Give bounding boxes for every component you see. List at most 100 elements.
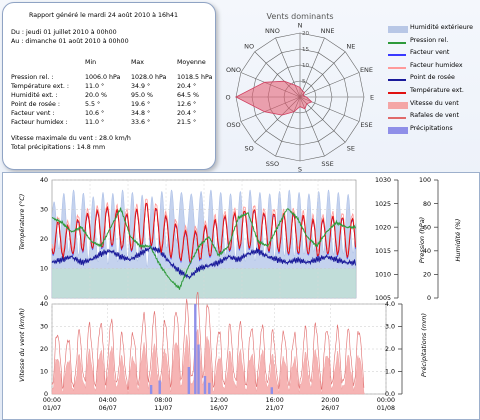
legend-swatch — [388, 66, 406, 69]
legend-swatch — [388, 126, 408, 134]
row-label: Pression rel. : — [11, 74, 54, 81]
row-min: 1006.0 hPa — [85, 74, 121, 81]
pressure-tick-label: 1030 — [375, 177, 391, 184]
x-tick-date: 16/07 — [210, 405, 228, 412]
humidity-tick-label: 60 — [423, 224, 431, 231]
legend-label: Point de rosée — [410, 74, 455, 82]
wind-tick-label: 10 — [40, 369, 48, 376]
temp-tick-label: 0 — [44, 295, 48, 302]
precip-tick-label: 4.0 — [385, 301, 395, 308]
row-max: 34.8 ° — [131, 110, 151, 117]
x-tick-time: 20:00 — [321, 397, 339, 404]
row-avg: 64.5 % — [177, 92, 200, 99]
x-tick-date: 21/07 — [266, 405, 284, 412]
wind-rose: Vents dominants 5 10 15 20 N NNE NE ENE E ESE SE S… — [225, 12, 374, 172]
report-box: Rapport généré le mardi 24 août 2010 à 1… — [2, 2, 216, 170]
temp-tick-label: 20 — [40, 236, 48, 243]
rose-direction-label: OSO — [226, 121, 240, 129]
dew-point-line — [51, 246, 356, 280]
humidity-tick-label: 0 — [427, 295, 431, 302]
row-min: 20.0 % — [85, 92, 108, 99]
rose-direction-label: NNO — [265, 27, 280, 35]
row-min: 10.6 ° — [85, 110, 105, 117]
wind-tick-label: 0 — [44, 391, 48, 398]
rose-direction-label: E — [370, 94, 374, 102]
header-max: Max — [131, 59, 145, 66]
row-max: 33.6 ° — [131, 119, 151, 126]
legend-item: Rafales de vent — [388, 112, 478, 122]
precipitation-bar — [203, 376, 207, 394]
legend-label: Température ext. — [410, 86, 464, 94]
legend-label: Humidité extérieure — [410, 24, 474, 31]
x-tick-date: 11/07 — [154, 405, 172, 412]
precip-tick-label: 3.0 — [385, 324, 395, 331]
humidity-tick-label: 20 — [423, 272, 431, 279]
legend: Humidité extérieure Pression rel. Facteu… — [388, 24, 478, 137]
rose-direction-label: SE — [347, 144, 355, 152]
humidity-tick-label: 80 — [423, 201, 431, 208]
rose-direction-label: SSE — [321, 160, 333, 168]
legend-item: Facteur vent — [388, 49, 478, 59]
precipitation-bar — [208, 382, 211, 394]
legend-swatch — [388, 26, 408, 33]
temp-tick-label: 30 — [40, 207, 48, 214]
rose-tick-label: 5 — [302, 79, 306, 85]
legend-item: Humidité extérieure — [388, 24, 478, 34]
humidity-axis-label: Humidité (%) — [454, 219, 462, 262]
row-max: 19.6 ° — [131, 101, 151, 108]
rose-direction-label: ONO — [226, 66, 241, 74]
legend-label: Pression rel. — [410, 36, 449, 44]
legend-label: Vitesse du vent — [410, 99, 459, 107]
precip-tick-label: 1.0 — [385, 369, 395, 376]
legend-label: Facteur vent — [410, 49, 450, 57]
rose-direction-label: N — [298, 22, 303, 30]
x-tick-time: 04:00 — [99, 397, 117, 404]
rose-direction-label: O — [225, 94, 230, 102]
header-min: Min — [85, 59, 97, 66]
humidity-tick-label: 40 — [423, 248, 431, 255]
row-avg: 20.4 ° — [177, 110, 197, 117]
pressure-tick-label: 1005 — [375, 295, 391, 302]
row-avg: 1018.5 hPa — [177, 74, 213, 81]
legend-swatch — [388, 41, 406, 44]
rose-direction-label: ENE — [360, 66, 373, 74]
legend-swatch — [388, 101, 408, 109]
x-tick-time: 12:00 — [210, 397, 228, 404]
precip-tick-label: 2.0 — [385, 346, 395, 353]
header-avg: Moyenne — [177, 59, 206, 66]
temp-tick-label: 10 — [40, 266, 48, 273]
legend-label: Précipitations — [410, 124, 453, 132]
rose-direction-label: NO — [244, 43, 254, 51]
pressure-tick-label: 1010 — [375, 272, 391, 279]
x-tick-date: 01/07 — [43, 405, 61, 412]
wind-gust-line — [51, 291, 365, 391]
rose-spoke — [299, 72, 360, 98]
row-max: 95.0 % — [131, 92, 154, 99]
legend-item: Température ext. — [388, 87, 478, 97]
humidity-tick-label: 100 — [419, 177, 431, 184]
precip-tick-label: 0.0 — [385, 391, 395, 398]
row-label: Facteur vent : — [11, 110, 55, 117]
legend-item: Vitesse du vent — [388, 100, 478, 110]
wind-tick-label: 40 — [40, 301, 48, 308]
legend-swatch — [388, 54, 406, 57]
report-title: Rapport généré le mardi 24 août 2010 à 1… — [29, 12, 178, 19]
wind-axis-label: Vitesse du vent (km/h) — [18, 308, 26, 382]
row-avg: 20.4 ° — [177, 83, 197, 90]
legend-swatch — [388, 117, 406, 120]
legend-swatch — [388, 91, 406, 94]
legend-item: Point de rosée — [388, 74, 478, 84]
rose-spoke — [299, 37, 325, 98]
total-precip: Total précipitations : 14.8 mm — [11, 144, 106, 151]
row-label: Facteur humidex : — [11, 119, 68, 126]
temp-tick-label: 40 — [40, 177, 48, 184]
precipitation-bar — [149, 385, 153, 394]
x-tick-time: 08:00 — [154, 397, 172, 404]
wind-rose-title: Vents dominants — [266, 12, 333, 21]
temp-axis-label: Température (°C) — [18, 194, 26, 251]
row-max: 1028.0 hPa — [131, 74, 167, 81]
precipitation-bar — [197, 344, 200, 394]
rose-tick-label: 20 — [302, 31, 309, 37]
wind-speed-area — [51, 328, 365, 395]
